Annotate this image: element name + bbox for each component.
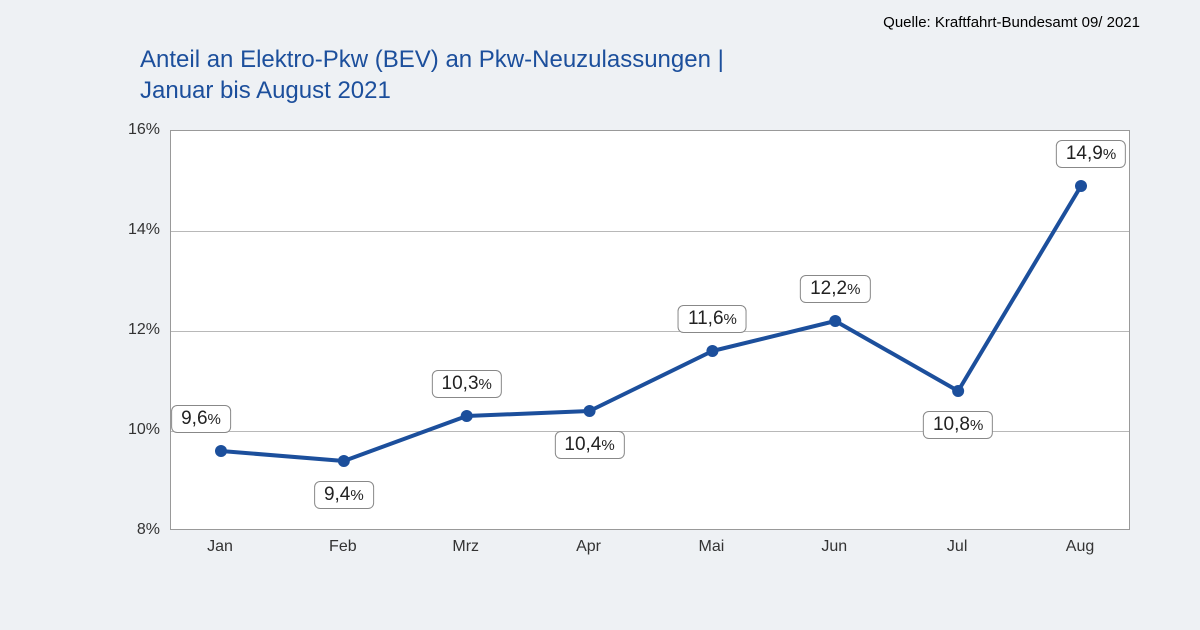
- data-label: 11,6%: [678, 305, 747, 333]
- data-marker: [1075, 180, 1087, 192]
- x-tick-label: Aug: [1066, 538, 1094, 556]
- y-tick-label: 16%: [100, 121, 160, 139]
- data-label: 9,4%: [314, 481, 374, 509]
- x-tick-label: Jun: [821, 538, 847, 556]
- data-marker: [584, 405, 596, 417]
- data-marker: [215, 445, 227, 457]
- data-marker: [461, 410, 473, 422]
- gridline: [171, 331, 1129, 332]
- line-chart: 8%10%12%14%16% 9,6%9,4%10,3%10,4%11,6%12…: [100, 130, 1140, 560]
- x-tick-label: Jul: [947, 538, 967, 556]
- x-tick-label: Mai: [699, 538, 725, 556]
- data-label: 10,8%: [923, 411, 993, 439]
- data-marker: [338, 455, 350, 467]
- y-tick-label: 8%: [100, 521, 160, 539]
- plot-area: 9,6% 9,4% 10,3% 10,4% 11,6% 12,2% 10,8% 14,9%: [170, 130, 1130, 530]
- data-marker: [952, 385, 964, 397]
- data-label: 12,2%: [800, 275, 870, 303]
- data-marker: [706, 345, 718, 357]
- title-line-1: Anteil an Elektro-Pkw (BEV) an Pkw-Neuzu…: [140, 46, 724, 73]
- title-line-2: Januar bis August 2021: [140, 77, 391, 104]
- gridline: [171, 231, 1129, 232]
- source-text: Quelle: Kraftfahrt-Bundesamt 09/ 2021: [883, 14, 1140, 31]
- x-tick-label: Jan: [207, 538, 233, 556]
- data-label: 14,9%: [1056, 140, 1126, 168]
- x-tick-label: Mrz: [452, 538, 479, 556]
- y-tick-label: 14%: [100, 221, 160, 239]
- y-tick-label: 10%: [100, 421, 160, 439]
- data-label: 9,6%: [171, 405, 231, 433]
- data-label: 10,3%: [432, 370, 502, 398]
- x-tick-label: Apr: [576, 538, 601, 556]
- x-tick-label: Feb: [329, 538, 357, 556]
- chart-title: Anteil an Elektro-Pkw (BEV) an Pkw-Neuzu…: [140, 44, 724, 106]
- data-marker: [829, 315, 841, 327]
- data-label: 10,4%: [554, 431, 624, 459]
- y-tick-label: 12%: [100, 321, 160, 339]
